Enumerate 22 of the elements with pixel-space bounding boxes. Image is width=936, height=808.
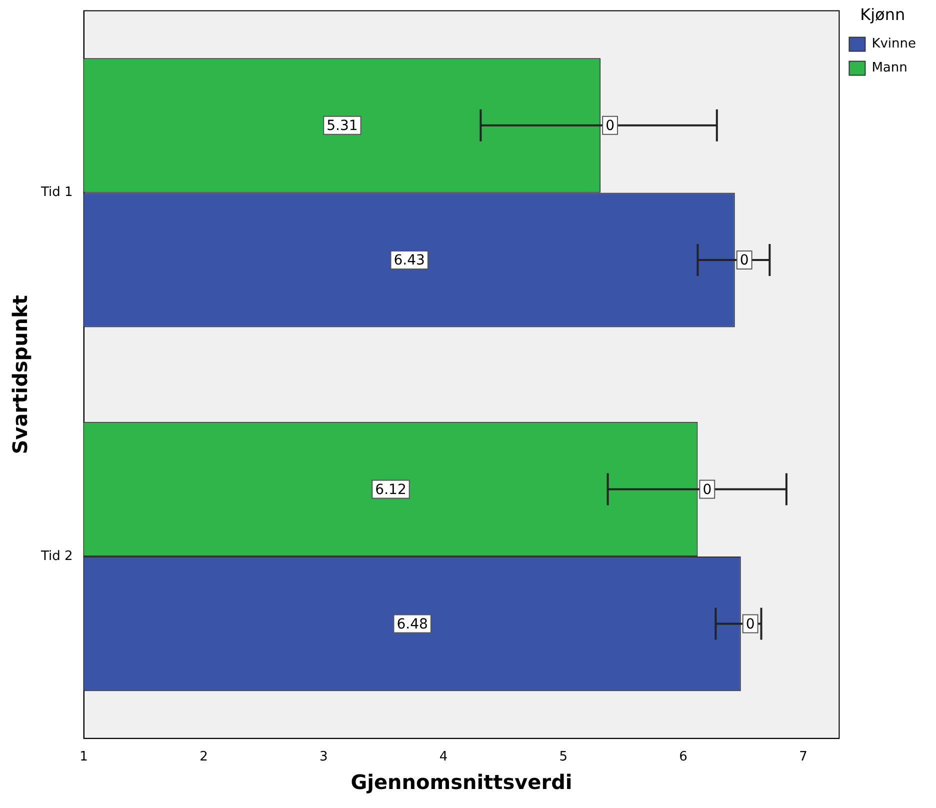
x-tick-label: 4 <box>439 750 448 765</box>
data-label: 6.43 <box>394 252 425 269</box>
y-tick-label: Tid 1 <box>40 185 73 200</box>
data-label: 6.12 <box>375 482 406 498</box>
annotation: 0 <box>746 616 755 632</box>
legend-label: Mann <box>872 60 908 76</box>
x-axis-title: Gjennomsnittsverdi <box>350 770 572 794</box>
x-tick-label: 6 <box>679 750 688 765</box>
x-tick-label: 3 <box>319 750 328 765</box>
annotation: 0 <box>702 482 712 498</box>
annotation: 0 <box>606 118 614 134</box>
data-label: 5.31 <box>326 118 358 134</box>
x-tick-label: 7 <box>799 750 808 765</box>
annotation: 0 <box>740 252 749 269</box>
y-axis-title: Svartidspunkt <box>8 294 32 454</box>
x-tick-label: 1 <box>80 750 88 765</box>
y-tick-label: Tid 2 <box>40 548 73 564</box>
x-tick-label: 5 <box>559 750 568 765</box>
legend-label: Kvinne <box>872 36 916 52</box>
legend-title: Kjønn <box>860 5 906 24</box>
data-label: 6.48 <box>396 616 428 632</box>
x-tick-label: 2 <box>200 750 208 765</box>
